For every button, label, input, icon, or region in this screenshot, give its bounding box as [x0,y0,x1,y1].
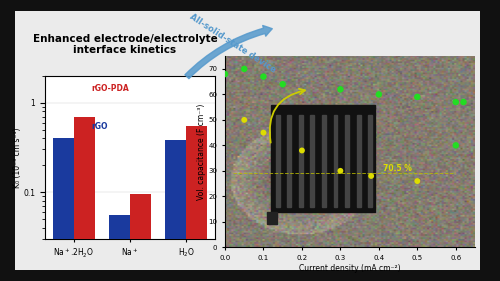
Text: Enhanced electrode/electrolyte
interface kinetics: Enhanced electrode/electrolyte interface… [32,34,218,55]
Bar [322,115,326,207]
Bar [186,126,208,281]
Bar [356,115,360,207]
Point [367,174,375,178]
Bar [288,115,292,207]
Bar [74,117,96,281]
Bar [52,138,74,281]
Bar [164,140,186,281]
X-axis label: Current density (mA cm⁻²): Current density (mA cm⁻²) [299,264,401,273]
Point [414,179,422,183]
Bar [276,115,280,207]
Point [375,92,383,97]
Point [260,74,268,79]
Point [452,143,460,148]
Bar [334,115,338,207]
Point [260,130,268,135]
Bar [299,115,303,207]
Point [278,82,286,87]
Point [460,100,468,104]
Point [452,100,460,104]
Bar [108,215,130,281]
Point [298,148,306,153]
Bar [130,194,152,281]
Y-axis label: Vol. capacitance (F cm⁻³): Vol. capacitance (F cm⁻³) [196,104,205,200]
Bar [368,115,372,207]
Point [240,118,248,122]
Text: 70.5 %: 70.5 % [382,164,412,173]
Bar [345,115,349,207]
Text: rGO: rGO [91,121,108,130]
Bar [268,212,277,224]
Text: rGO-PDA: rGO-PDA [91,84,128,93]
Y-axis label: K₀ (10⁻³ cm s⁻¹): K₀ (10⁻³ cm s⁻¹) [13,127,22,188]
Point [336,87,344,92]
Text: All-solid-state device: All-solid-state device [188,12,277,75]
Point [240,67,248,71]
Point [221,72,229,76]
Point [336,169,344,173]
Bar [310,115,314,207]
Bar [271,105,375,212]
Point [414,95,422,99]
